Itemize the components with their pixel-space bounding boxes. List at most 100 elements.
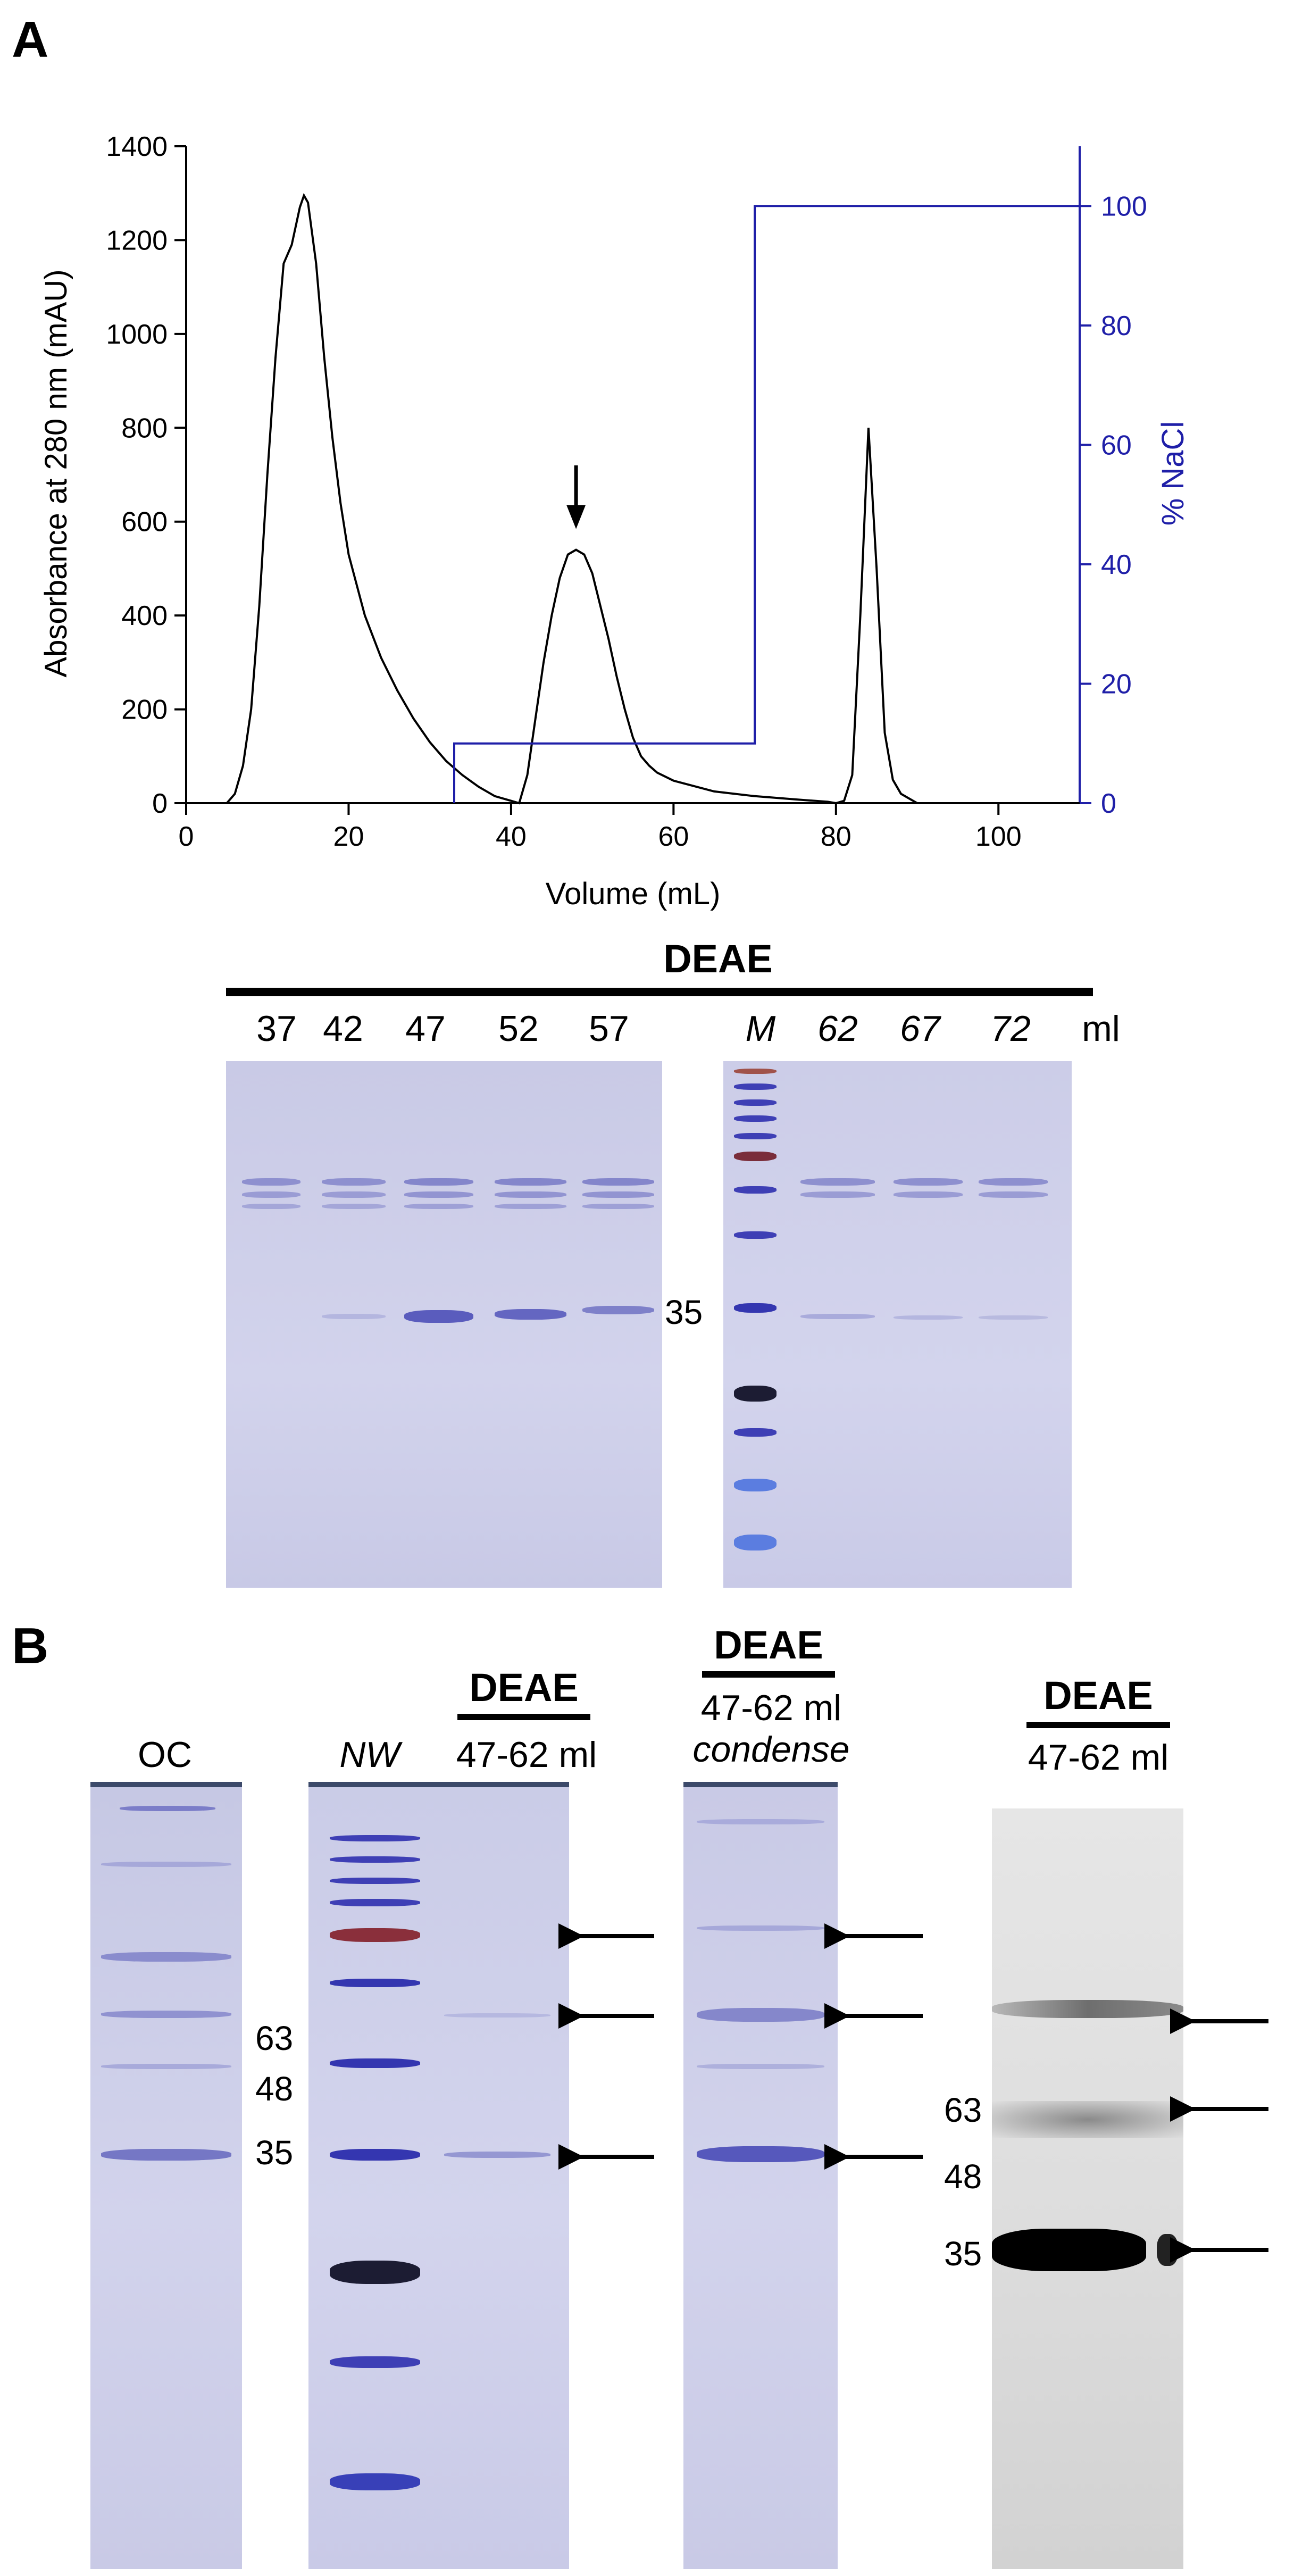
band	[697, 2064, 824, 2069]
band	[444, 2152, 550, 2158]
ladder-band	[734, 1303, 777, 1313]
band	[979, 1315, 1048, 1320]
series-nacl	[453, 205, 1080, 803]
band	[979, 1191, 1048, 1198]
y-ticks: 0 200 400 600 800 1000 1200 1400	[106, 131, 186, 819]
ladder-band	[734, 1099, 777, 1106]
band	[979, 1178, 1048, 1186]
lane-label-marker: M	[745, 1008, 776, 1049]
mw-blot-63: 63	[944, 2091, 982, 2129]
blot-band	[992, 2229, 1146, 2271]
band	[697, 1819, 824, 1824]
band	[101, 2149, 231, 2161]
deae-header-bar	[226, 988, 1093, 996]
deae-2-note: condense	[692, 1729, 850, 1770]
deae-2-title: DEAE	[714, 1623, 823, 1667]
band	[800, 1191, 875, 1198]
ladder-band	[734, 1083, 777, 1090]
band	[894, 1315, 963, 1320]
ladder-band	[734, 1428, 777, 1437]
band	[582, 1178, 654, 1186]
deae-2-range: 47-62 ml	[700, 1688, 842, 1728]
y2-tick-label: 20	[1101, 669, 1132, 699]
x-tick-label: 60	[658, 821, 689, 852]
band	[697, 1925, 824, 1931]
gel-top-edge	[683, 1782, 838, 1787]
band	[582, 1204, 654, 1209]
y-tick-label: 400	[121, 601, 168, 631]
y-tick-label: 800	[121, 413, 168, 444]
band	[101, 2011, 231, 2018]
deae-1-bar	[457, 1714, 590, 1720]
band	[242, 1178, 300, 1186]
mw-b-35: 35	[255, 2133, 294, 2172]
y2-tick-label: 40	[1101, 549, 1132, 580]
ladder-band	[330, 2149, 420, 2161]
ladder-band	[734, 1186, 777, 1194]
band	[582, 1306, 654, 1314]
band	[800, 1314, 875, 1319]
ladder-band	[330, 1928, 420, 1942]
x-tick-label: 20	[333, 821, 364, 852]
lane-label-42: 42	[323, 1008, 363, 1049]
band	[894, 1178, 963, 1186]
x-tick-label: 100	[975, 821, 1022, 852]
y2-tick-label: 60	[1101, 430, 1132, 461]
lane-label-47: 47	[405, 1008, 446, 1049]
y-tick-label: 200	[121, 695, 168, 726]
band	[582, 1191, 654, 1198]
band	[495, 1309, 566, 1320]
series-absorbance	[186, 193, 1080, 805]
peak-arrow	[566, 465, 586, 529]
band	[242, 1191, 300, 1198]
y-tick-label: 600	[121, 507, 168, 538]
band	[800, 1178, 875, 1186]
gel-deae-condense	[683, 1782, 838, 2569]
ladder-band	[734, 1152, 777, 1161]
unit-label-ml: ml	[1082, 1008, 1120, 1049]
gel-a-right	[723, 1061, 1072, 1588]
lane-label-62: 62	[817, 1008, 858, 1049]
band	[894, 1191, 963, 1198]
x-tick-label: 0	[179, 821, 194, 852]
band	[404, 1204, 473, 1209]
band	[120, 1806, 215, 1811]
deae-3-range: 47-62 ml	[1028, 1737, 1169, 1778]
ladder-band	[734, 1386, 777, 1402]
deae-2-bar	[702, 1671, 835, 1678]
band	[495, 1178, 566, 1186]
ladder-band	[734, 1115, 777, 1122]
x-ticks: 0 20 40 60 80 100	[179, 803, 1022, 852]
band	[404, 1178, 473, 1186]
y2-tick-label: 80	[1101, 311, 1132, 341]
band	[322, 1191, 386, 1198]
ladder-band	[734, 1069, 777, 1074]
band	[101, 1862, 231, 1867]
ladder-band	[330, 1835, 420, 1841]
blot-band	[992, 2000, 1183, 2018]
y-axis-label: Absorbance at 280 nm (mAU)	[39, 269, 73, 677]
mw-blot-35: 35	[944, 2235, 982, 2273]
panel-a-label: A	[12, 11, 49, 68]
x-tick-label: 80	[821, 821, 851, 852]
band	[404, 1310, 473, 1323]
western-blot	[992, 1808, 1183, 2569]
deae-1-title: DEAE	[469, 1665, 579, 1710]
ladder-band	[330, 2058, 420, 2068]
deae-3-bar	[1026, 1722, 1170, 1728]
gel-oc	[90, 1782, 242, 2569]
lane-label-72: 72	[990, 1008, 1031, 1049]
y2-ticks: 0 20 40 60 80 100	[1080, 191, 1147, 819]
panel-b-label: B	[12, 1618, 49, 1674]
mw-b-48: 48	[255, 2070, 294, 2108]
blot-band	[992, 2101, 1183, 2138]
band	[697, 2146, 824, 2162]
lane-label-nw: NW	[339, 1735, 400, 1775]
x-tick-label: 40	[496, 821, 527, 852]
ladder-band	[330, 2261, 420, 2284]
lane-label-67: 67	[900, 1008, 940, 1049]
ladder-band	[734, 1133, 777, 1139]
y2-tick-label: 100	[1101, 191, 1147, 222]
ladder-band	[734, 1479, 777, 1491]
